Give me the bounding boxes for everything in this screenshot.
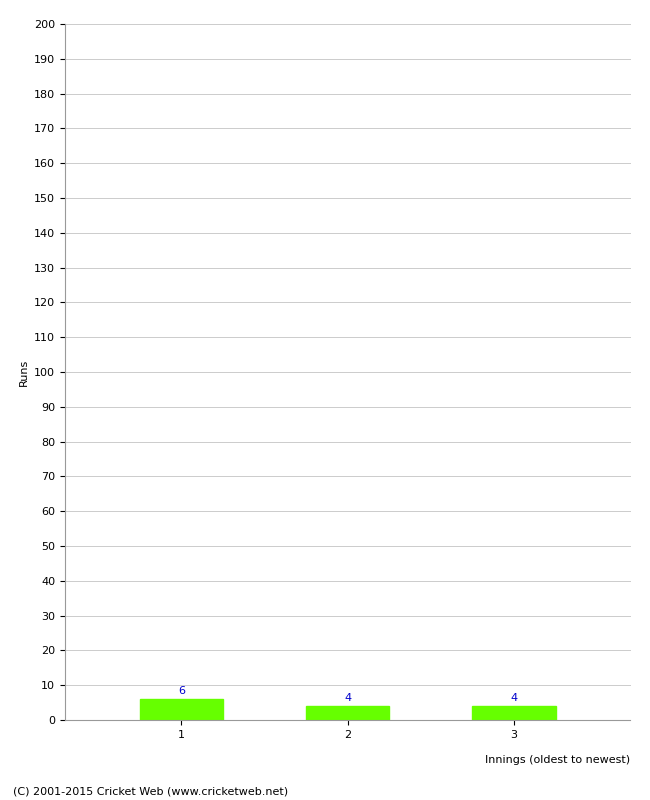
Text: (C) 2001-2015 Cricket Web (www.cricketweb.net): (C) 2001-2015 Cricket Web (www.cricketwe… xyxy=(13,786,288,796)
Text: 4: 4 xyxy=(510,693,517,702)
Text: Innings (oldest to newest): Innings (oldest to newest) xyxy=(486,755,630,765)
Bar xyxy=(140,699,223,720)
Text: 4: 4 xyxy=(344,693,351,702)
Text: 6: 6 xyxy=(178,686,185,696)
Y-axis label: Runs: Runs xyxy=(19,358,29,386)
Bar xyxy=(473,706,556,720)
Bar xyxy=(306,706,389,720)
